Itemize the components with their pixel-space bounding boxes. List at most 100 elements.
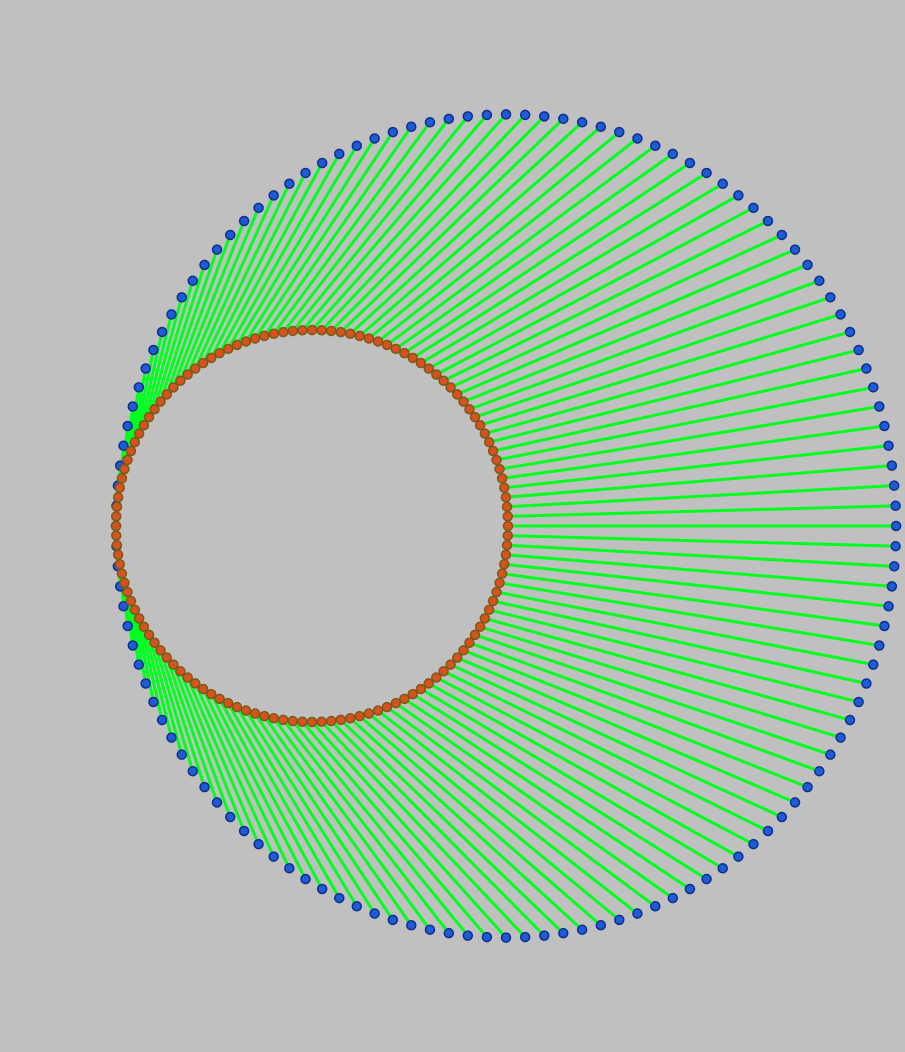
ray-line <box>403 161 691 355</box>
base-circle-point <box>344 328 356 340</box>
base-circle-point <box>168 382 179 393</box>
ray-line <box>310 720 508 939</box>
base-circle-point <box>399 693 410 705</box>
cardioid-point <box>481 109 493 121</box>
base-circle-point <box>325 715 337 727</box>
cardioid-point <box>789 797 801 808</box>
cardioid-points <box>110 109 902 943</box>
ray-line <box>159 649 206 788</box>
cardioid-point <box>369 908 380 919</box>
base-circle-point <box>483 604 495 616</box>
base-circle-point <box>133 613 145 624</box>
cardioid-point <box>443 113 455 125</box>
cardioid-point <box>558 113 569 125</box>
base-circle-point <box>122 586 133 598</box>
cardioid-point <box>268 190 279 201</box>
base-circle-point <box>469 629 481 641</box>
ray-line <box>235 706 359 908</box>
cardioid-point <box>883 440 894 451</box>
base-circle-point <box>390 343 402 355</box>
cardioid-point <box>814 765 825 777</box>
base-circle-point <box>502 511 514 522</box>
ray-line <box>218 698 324 890</box>
base-circle-point <box>189 678 201 689</box>
ray-line <box>474 633 831 757</box>
cardioid-point <box>199 259 210 271</box>
ray-line <box>165 249 219 395</box>
cardioid-point <box>334 148 345 160</box>
cardioid-point <box>632 908 643 919</box>
ray-line <box>320 720 527 939</box>
base-circle-point <box>277 714 289 726</box>
cardioid-point <box>127 640 139 651</box>
ray-line <box>133 609 155 703</box>
cardioid-point <box>156 326 168 338</box>
cardioid-point <box>238 825 250 837</box>
ray-line <box>244 137 376 343</box>
ray-line <box>186 676 260 845</box>
cardioid-point <box>481 931 493 943</box>
base-circle-point <box>372 336 384 347</box>
cardioid-point <box>888 561 900 572</box>
base-circle-point <box>491 586 502 598</box>
cardioid-point <box>802 781 813 793</box>
cardioid-point <box>176 292 187 303</box>
ray-line <box>435 206 755 376</box>
cardioid-point <box>539 111 550 122</box>
ray-line <box>492 367 867 453</box>
cardioid-point <box>701 873 712 885</box>
ray-line <box>367 712 621 922</box>
cardioid-point <box>284 862 295 874</box>
ray-line <box>172 234 232 388</box>
base-circle-point <box>119 577 130 589</box>
cardioid-point <box>211 244 223 255</box>
ray-line <box>301 720 489 939</box>
cardioid-point <box>762 215 774 227</box>
cardioid-point <box>890 500 901 512</box>
cardioid-point <box>118 601 129 612</box>
ray-line <box>253 131 395 340</box>
cardioid-point <box>156 714 168 726</box>
base-circle-point <box>268 712 280 724</box>
cardioid-point <box>595 121 607 132</box>
cardioid-point <box>224 229 236 241</box>
base-circle-point <box>143 629 155 641</box>
ray-line <box>462 263 809 404</box>
base-circle-point <box>381 339 393 351</box>
ray-line <box>358 125 602 338</box>
ray-line <box>442 219 769 383</box>
cardioid-point <box>717 862 728 874</box>
cardioid-point <box>748 838 759 850</box>
cardioid-point <box>853 344 864 356</box>
base-circle-point <box>423 678 435 689</box>
ray-line <box>442 669 769 833</box>
base-circle-point <box>335 326 347 338</box>
ray-line <box>506 484 895 509</box>
base-circle-point <box>306 324 318 336</box>
cardioid-point <box>387 126 399 138</box>
base-circle-point <box>110 511 122 522</box>
cardioid-point <box>883 601 894 612</box>
ray-line <box>201 688 291 869</box>
ray-line <box>496 385 874 462</box>
base-circle-point <box>474 419 486 431</box>
base-circle-point <box>354 710 365 722</box>
cardioid-point <box>148 344 159 356</box>
base-circle-point <box>458 396 469 407</box>
cardioid-point <box>814 275 825 287</box>
base-circle-point <box>487 595 499 607</box>
ray-line <box>462 648 809 789</box>
cardioid-point <box>748 202 759 214</box>
cardioid-point <box>424 117 436 128</box>
base-circle-point <box>494 577 505 589</box>
ray-line <box>209 693 307 880</box>
ray-line <box>235 144 359 346</box>
ray-line <box>492 599 867 685</box>
cardioid-point <box>500 109 512 120</box>
cardioid-point <box>351 901 363 912</box>
ray-line <box>499 405 880 471</box>
base-circle-point <box>259 710 270 722</box>
base-circle-point <box>407 688 419 700</box>
base-circle-point <box>175 375 186 387</box>
ray-line <box>420 182 724 365</box>
